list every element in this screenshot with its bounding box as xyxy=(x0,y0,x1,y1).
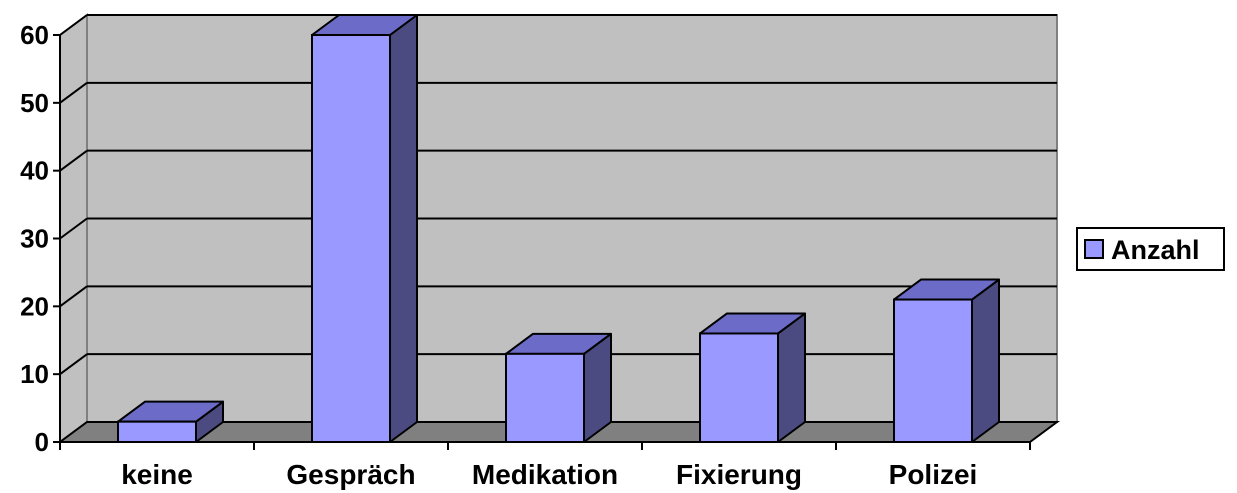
y-tick-label-60: 60 xyxy=(20,20,49,50)
bar-Medikation xyxy=(505,332,612,444)
bar-front-Medikation xyxy=(505,352,585,444)
side-gridline-30 xyxy=(59,217,88,240)
y-tick-label-10: 10 xyxy=(20,359,49,389)
x-tick-label-Medikation: Medikation xyxy=(472,459,618,490)
side-gridline-40 xyxy=(59,149,88,172)
bar-side-Polizei xyxy=(971,278,1000,443)
y-tick-label-50: 50 xyxy=(20,88,49,118)
bar-Gespräch xyxy=(311,14,418,443)
y-tick-label-40: 40 xyxy=(20,156,49,186)
x-tick-label-keine: keine xyxy=(121,459,193,490)
bar-front-Gespräch xyxy=(311,34,391,443)
bar-front-Fixierung xyxy=(699,332,779,444)
x-tick-label-Gespräch: Gespräch xyxy=(286,459,415,490)
bar-front-keine xyxy=(117,420,197,443)
bar-Polizei xyxy=(893,278,1000,443)
bar-Fixierung xyxy=(699,312,806,444)
x-tick-label-Polizei: Polizei xyxy=(889,459,978,490)
side-gridline-60 xyxy=(59,14,88,36)
axes xyxy=(53,34,1031,450)
x-tick-label-Fixierung: Fixierung xyxy=(676,459,802,490)
y-tick-label-30: 30 xyxy=(20,224,49,254)
legend: Anzahl xyxy=(1076,227,1225,271)
x-tick-labels: keine Gespräch Medikation Fixierung Polizei xyxy=(121,459,977,490)
side-gridline-50 xyxy=(59,82,88,104)
bar-side-Fixierung xyxy=(777,312,806,443)
y-tick-label-0: 0 xyxy=(35,427,49,457)
legend-label-anzahl: Anzahl xyxy=(1111,235,1200,265)
bars xyxy=(117,14,1000,444)
side-gridline-10 xyxy=(59,353,88,375)
side-gridline-20 xyxy=(59,285,88,308)
bar-side-Gespräch xyxy=(389,14,418,443)
legend-swatch xyxy=(1084,239,1104,259)
bar-front-Polizei xyxy=(893,298,973,443)
y-tick-label-20: 20 xyxy=(20,291,49,321)
bar-keine xyxy=(117,400,224,443)
y-tick-labels: 0 10 20 30 40 50 60 xyxy=(20,20,49,457)
